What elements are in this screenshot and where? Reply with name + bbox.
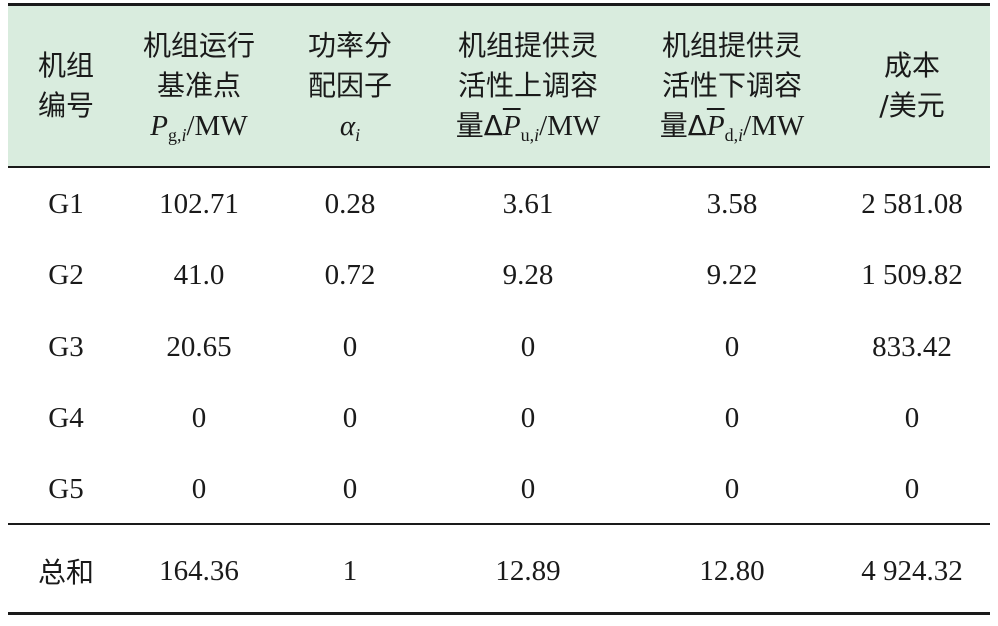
header-formula-alpha: αi <box>340 106 360 146</box>
header-down-capacity: 机组提供灵 活性下调容 量ΔPd,i/MW <box>630 6 834 166</box>
formula-subscript-index: i <box>534 125 540 145</box>
header-base-point: 机组运行 基准点 Pg,i/MW <box>124 6 274 166</box>
total-cell: 4 924.32 <box>861 554 963 587</box>
header-up-capacity: 机组提供灵 活性上调容 量ΔPu,i/MW <box>426 6 630 166</box>
formula-subscript: u, <box>520 125 535 145</box>
table-cell: 833.42 <box>872 330 952 363</box>
header-unit-id: 机组 编号 <box>8 6 124 166</box>
header-line: 配因子 <box>307 69 392 102</box>
header-line: 成本 <box>883 49 940 82</box>
table-cell: 1 509.82 <box>861 258 963 291</box>
table-cell: G3 <box>48 330 84 363</box>
table-cell: 0 <box>342 330 358 363</box>
table-cell: 9.28 <box>502 258 554 291</box>
table-cell: 0 <box>724 330 740 363</box>
table-cell: 0.72 <box>324 258 376 291</box>
total-cell: 1 <box>342 554 358 587</box>
table-cell: 102.71 <box>159 187 239 220</box>
formula-subscript-index: i <box>355 125 361 145</box>
table-cell: 2 581.08 <box>861 187 963 220</box>
formula-prefix: 量Δ <box>455 109 503 142</box>
table-cell: G5 <box>48 472 84 505</box>
table-cell: 20.65 <box>166 330 232 363</box>
header-line: 编号 <box>37 89 94 122</box>
formula-prefix: 量Δ <box>659 109 707 142</box>
formula-symbol: P <box>150 110 168 142</box>
header-line: 机组提供灵 <box>457 29 598 62</box>
header-cost: 成本 /美元 <box>834 6 990 166</box>
header-line: 机组 <box>37 49 94 82</box>
table-total-rule <box>8 523 990 525</box>
total-cell: 12.89 <box>495 554 561 587</box>
header-line: 机组提供灵 <box>661 29 802 62</box>
formula-symbol: α <box>339 110 356 142</box>
header-line: 活性下调容 <box>661 69 802 102</box>
formula-unit: /MW <box>539 110 601 142</box>
table-cell: 0 <box>520 401 536 434</box>
total-cell: 164.36 <box>159 554 239 587</box>
table-cell: 3.61 <box>502 187 554 220</box>
table-cell: 0 <box>520 472 536 505</box>
table-header-background <box>8 6 990 166</box>
table-cell: 0 <box>191 401 207 434</box>
total-label: 总和 <box>37 556 94 589</box>
table-cell: 0 <box>904 472 920 505</box>
table-cell: G1 <box>48 187 84 220</box>
table-cell: 0 <box>342 401 358 434</box>
table-cell: 0 <box>342 472 358 505</box>
header-formula-down: 量ΔPd,i/MW <box>660 106 805 146</box>
table-cell: 0 <box>520 330 536 363</box>
formula-symbol: P <box>706 110 725 142</box>
table-cell: 9.22 <box>706 258 758 291</box>
formula-subscript: d, <box>724 125 739 145</box>
formula-symbol: P <box>502 110 521 142</box>
header-line: 机组运行 <box>142 29 255 62</box>
table-cell: 41.0 <box>173 258 225 291</box>
header-formula-up: 量ΔPu,i/MW <box>456 106 601 146</box>
header-line: 活性上调容 <box>457 69 598 102</box>
formula-subscript: g, <box>167 125 182 145</box>
table-cell: 0 <box>904 401 920 434</box>
formula-unit: /MW <box>743 110 805 142</box>
header-formula-pg: Pg,i/MW <box>150 106 247 146</box>
table-cell: G2 <box>48 258 84 291</box>
table-top-rule <box>8 3 990 6</box>
table-header-rule <box>8 166 990 168</box>
formula-subscript-index: i <box>738 125 744 145</box>
header-alloc-factor: 功率分 配因子 αi <box>274 6 426 166</box>
table-cell: 0 <box>191 472 207 505</box>
formula-unit: /MW <box>186 110 248 142</box>
total-cell: 12.80 <box>699 554 765 587</box>
header-line: /美元 <box>879 89 945 122</box>
header-line: 功率分 <box>307 29 392 62</box>
table-bottom-rule <box>8 612 990 615</box>
table-cell: 3.58 <box>706 187 758 220</box>
formula-subscript-index: i <box>181 125 187 145</box>
table-cell: 0 <box>724 472 740 505</box>
table-cell: G4 <box>48 401 84 434</box>
table-cell: 0 <box>724 401 740 434</box>
table-cell: 0.28 <box>324 187 376 220</box>
header-line: 基准点 <box>156 69 241 102</box>
